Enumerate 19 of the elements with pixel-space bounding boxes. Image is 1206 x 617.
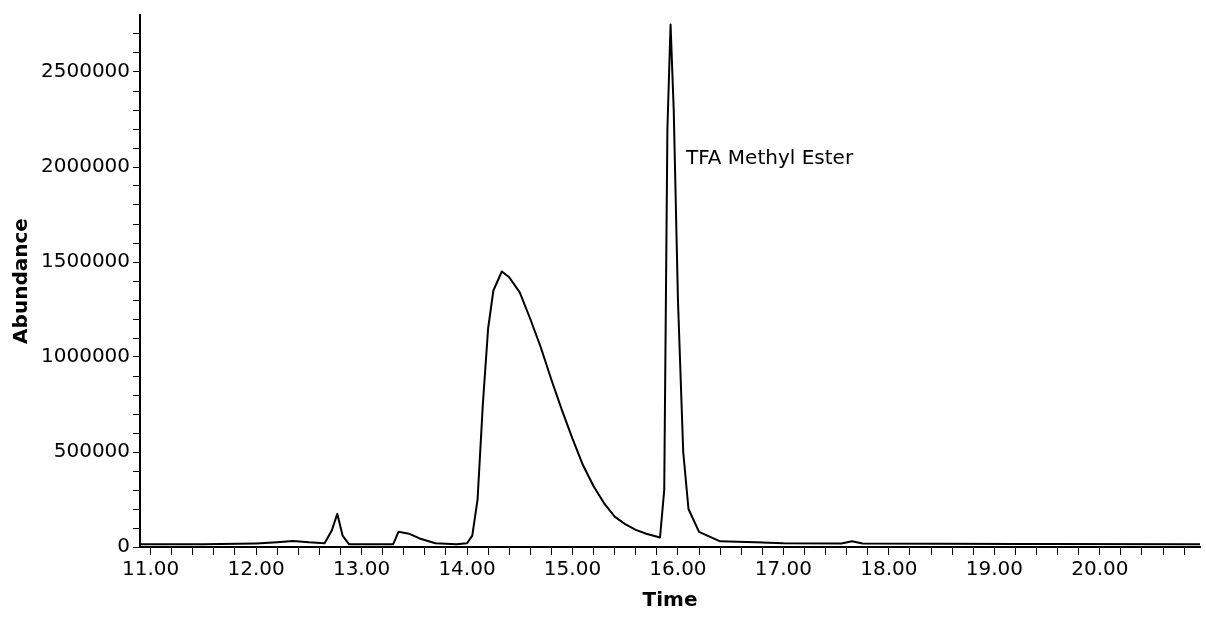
y-tick-label: 1000000 <box>40 343 131 368</box>
y-tick-label: 500000 <box>53 438 131 463</box>
y-tick-label: 1500000 <box>40 248 131 273</box>
y-axis-title: Abundance <box>8 218 33 344</box>
y-tick-label: 2500000 <box>40 58 131 83</box>
x-tick-label: 14.00 <box>438 556 496 581</box>
y-tick-label: 0 <box>117 533 131 558</box>
x-tick-label: 16.00 <box>649 556 707 581</box>
x-tick-label: 11.00 <box>121 556 180 581</box>
x-tick-label: 13.00 <box>332 556 391 581</box>
x-tick-label: 17.00 <box>754 556 813 581</box>
annotation: TFA Methyl Ester <box>684 144 854 169</box>
x-tick-label: 18.00 <box>860 556 918 581</box>
x-axis-title: Time <box>642 587 698 612</box>
x-tick-label: 12.00 <box>227 556 285 581</box>
y-tick-label: 2000000 <box>40 153 131 178</box>
x-tick-label: 15.00 <box>543 556 602 581</box>
x-tick-label: 20.00 <box>1071 556 1129 581</box>
x-tick-label: 19.00 <box>965 556 1023 581</box>
